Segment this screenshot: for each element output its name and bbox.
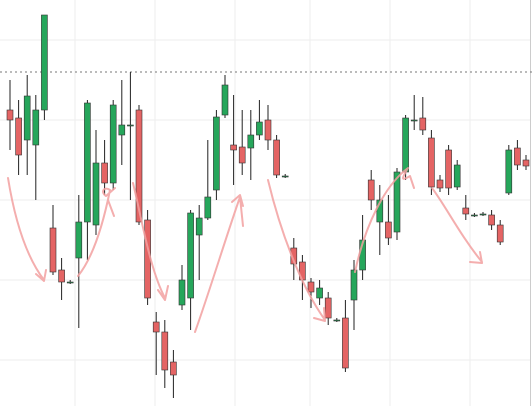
candle-body bbox=[204, 196, 212, 219]
candle-body bbox=[324, 297, 332, 319]
candle-body bbox=[213, 116, 220, 191]
candle-body bbox=[342, 317, 349, 369]
candle-body bbox=[152, 321, 160, 333]
arrow bbox=[77, 187, 116, 277]
candle-body bbox=[6, 109, 14, 121]
candle-body bbox=[230, 144, 237, 151]
candle-body bbox=[187, 212, 194, 299]
candles bbox=[0, 14, 532, 398]
candle-body bbox=[58, 269, 65, 283]
candle-body bbox=[333, 319, 341, 322]
candle-body bbox=[15, 117, 22, 156]
candle-body bbox=[445, 149, 452, 189]
candle-body bbox=[118, 124, 126, 136]
candle-body bbox=[462, 207, 470, 215]
candle-body bbox=[488, 214, 495, 226]
candle-body bbox=[522, 159, 530, 167]
candle-body bbox=[247, 134, 255, 149]
annotations bbox=[7, 167, 483, 333]
candle-body bbox=[514, 147, 521, 166]
candle-body bbox=[307, 281, 315, 293]
candle-body bbox=[402, 117, 409, 173]
candle-body bbox=[393, 171, 401, 233]
candle-body bbox=[428, 137, 435, 188]
arrow bbox=[194, 194, 244, 333]
candle-body bbox=[161, 331, 169, 371]
arrow bbox=[267, 179, 326, 322]
candle-body bbox=[23, 95, 31, 141]
arrow bbox=[354, 167, 415, 273]
candle-body bbox=[436, 179, 444, 189]
candle-body bbox=[195, 217, 203, 236]
candle-body bbox=[84, 102, 91, 223]
candle-body bbox=[264, 119, 272, 141]
candle-body bbox=[66, 281, 74, 284]
candle-body bbox=[453, 164, 461, 188]
candle-body bbox=[410, 119, 418, 122]
candle-body bbox=[496, 224, 504, 243]
candle-body bbox=[49, 227, 57, 273]
candle-body bbox=[32, 109, 40, 146]
candle-body bbox=[221, 84, 229, 116]
candle-body bbox=[101, 162, 108, 184]
candle-body bbox=[479, 213, 487, 216]
arrow bbox=[132, 182, 169, 301]
candle-body bbox=[385, 221, 392, 239]
candle-body bbox=[471, 214, 478, 217]
candle-body bbox=[92, 162, 100, 226]
candle-body bbox=[75, 221, 83, 259]
candle-body bbox=[367, 179, 375, 201]
candle-body bbox=[41, 14, 48, 111]
candle-body bbox=[256, 121, 263, 136]
candle-body bbox=[238, 146, 246, 164]
candle-body bbox=[505, 149, 513, 194]
candle-body bbox=[316, 287, 323, 299]
candle-body bbox=[170, 361, 177, 376]
candle-body bbox=[273, 139, 280, 176]
candle-body bbox=[109, 104, 117, 184]
candle-body bbox=[419, 117, 427, 131]
arrow bbox=[431, 187, 483, 264]
candle-body bbox=[127, 124, 134, 127]
candle-body bbox=[178, 279, 186, 306]
candle-body bbox=[281, 175, 289, 178]
candle-body bbox=[135, 109, 143, 223]
candle-body bbox=[350, 269, 358, 301]
candle-body bbox=[376, 199, 384, 223]
arrow bbox=[7, 177, 47, 282]
